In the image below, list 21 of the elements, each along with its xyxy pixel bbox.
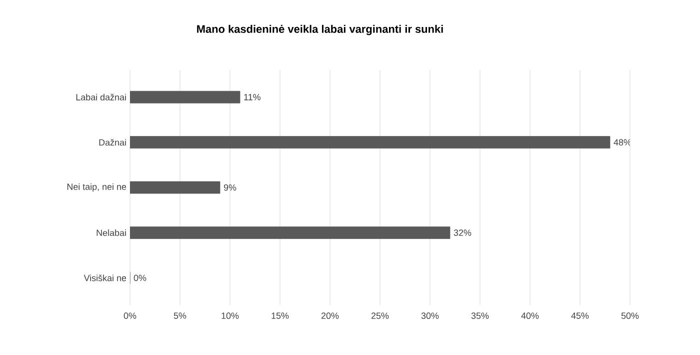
y-tick-label: Dažnai — [99, 139, 126, 146]
y-tick-label: Nei taip, nei ne — [67, 183, 126, 192]
y-tick-label: Labai dažnai — [76, 94, 126, 100]
chart-title: Mano kasdieninė veikla labai varginanti ir sunki — [197, 24, 443, 36]
y-tick-label: Nelabai — [96, 229, 126, 236]
x-tick-label: 30% — [421, 312, 439, 319]
x-tick-label: 25% — [371, 312, 389, 319]
y-tick-label: Visiškai ne — [84, 274, 126, 282]
data-label: 9% — [224, 184, 236, 191]
x-tick-label: 15% — [272, 312, 289, 319]
data-label: 32% — [454, 230, 472, 236]
x-tick-label: 45% — [571, 312, 589, 319]
x-tick-label: 0% — [124, 312, 136, 319]
x-tick-label: 20% — [321, 312, 339, 319]
data-label: 0% — [134, 274, 146, 282]
x-tick-label: 5% — [174, 312, 186, 319]
x-tick-label: 40% — [521, 312, 539, 319]
x-tick-label: 10% — [222, 312, 239, 319]
data-label: 11% — [244, 94, 260, 100]
x-tick-label: 50% — [621, 312, 639, 319]
x-tick-label: 35% — [471, 312, 489, 319]
